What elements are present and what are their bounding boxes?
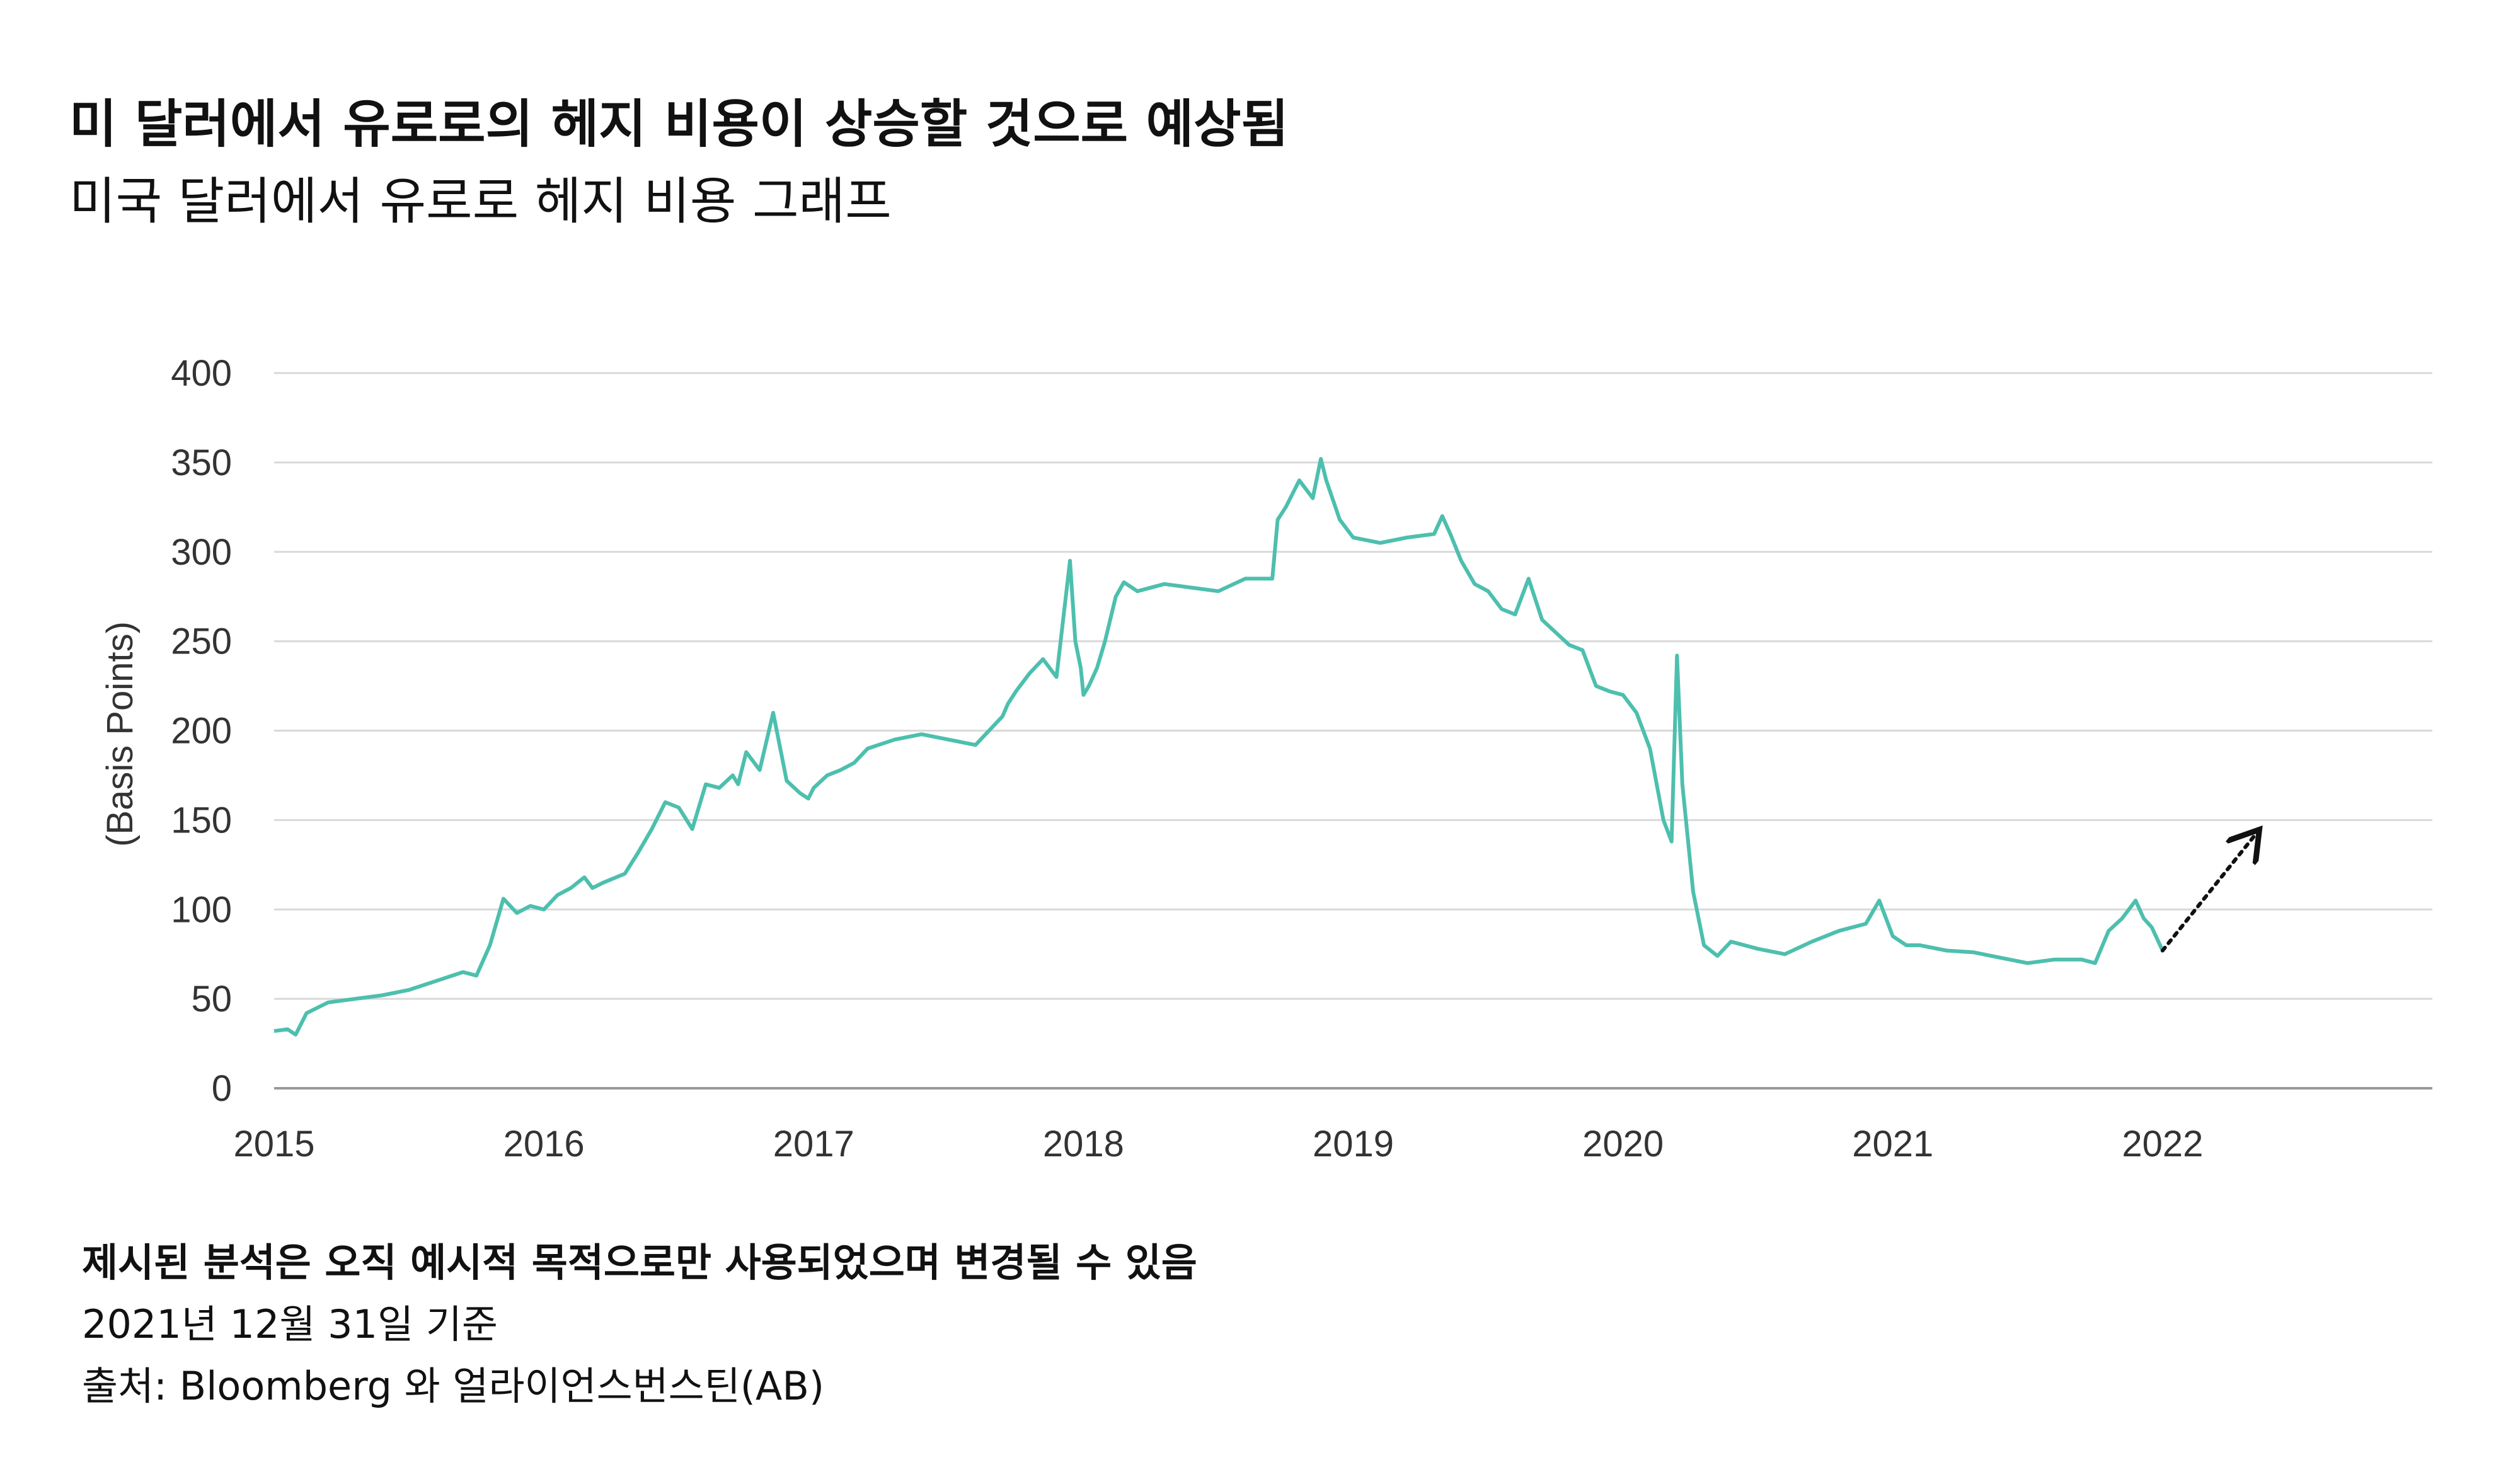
y-tick-label: 350 xyxy=(171,442,232,483)
x-axis-ticks: 2015 2016 2017 2018 2019 2020 2021 2022 xyxy=(233,1124,2203,1165)
x-tick-label: 2020 xyxy=(1582,1124,1664,1165)
y-tick-label: 200 xyxy=(171,711,232,752)
y-tick-label: 300 xyxy=(171,532,232,573)
date-note: 2021년 12월 31일 기준 xyxy=(82,1301,498,1347)
y-axis-ticks: 0 50 100 150 200 250 300 350 400 xyxy=(171,353,232,1109)
source-note: 출처: Bloomberg 와 얼라이언스번스틴(AB) xyxy=(82,1363,825,1409)
chart-title: 미 달러에서 유로로의 헤지 비용이 상승할 것으로 예상됨 xyxy=(69,95,1289,154)
x-tick-label: 2019 xyxy=(1313,1124,1394,1165)
y-tick-label: 150 xyxy=(171,800,232,841)
x-tick-label: 2017 xyxy=(773,1124,854,1165)
dotted-trend-arrow xyxy=(2160,832,2257,953)
x-tick-label: 2018 xyxy=(1043,1124,1124,1165)
y-tick-label: 400 xyxy=(171,353,232,394)
chart-notes: 제시된 분석은 오직 예시적 목적으로만 사용되었으며 변경될 수 있음 202… xyxy=(82,1232,1197,1417)
hedge-cost-line xyxy=(273,457,2165,1037)
grid-lines xyxy=(274,372,2432,1090)
x-tick-label: 2022 xyxy=(2122,1124,2203,1165)
y-tick-label: 50 xyxy=(191,979,232,1020)
trend-arrow-annotation xyxy=(2160,832,2257,953)
y-axis-label: (Basis Points) xyxy=(100,621,141,847)
y-tick-label: 250 xyxy=(171,621,232,662)
x-tick-label: 2015 xyxy=(233,1124,314,1165)
x-tick-label: 2021 xyxy=(1852,1124,1933,1165)
y-tick-label: 100 xyxy=(171,889,232,930)
y-tick-label: 0 xyxy=(212,1068,232,1109)
disclaimer-note: 제시된 분석은 오직 예시적 목적으로만 사용되었으며 변경될 수 있음 xyxy=(82,1240,1197,1286)
x-tick-label: 2016 xyxy=(503,1124,585,1165)
chart-subtitle: 미국 달러에서 유로로 헤지 비용 그래프 xyxy=(69,172,892,231)
